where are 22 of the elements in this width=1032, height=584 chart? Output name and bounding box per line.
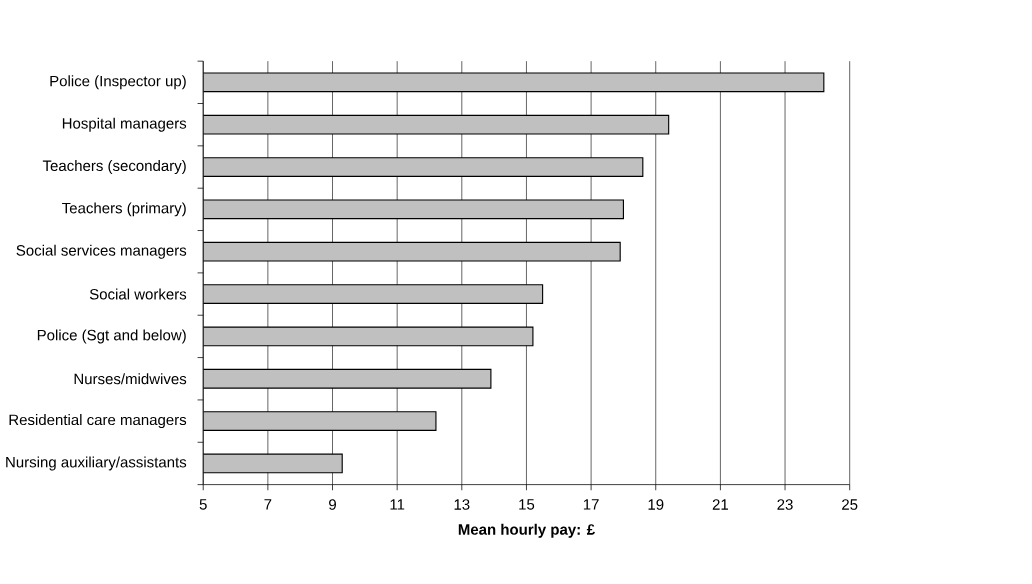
y-tick-label: Nursing auxiliary/assistants <box>6 456 187 471</box>
x-tick-label: 5 <box>199 499 207 510</box>
y-tick-label: Hospital managers <box>62 117 187 132</box>
x-tick-label: 7 <box>264 499 272 510</box>
y-tick-label: Nurses/midwives <box>74 373 187 385</box>
x-tick-label: 15 <box>519 499 535 510</box>
x-tick-label: 13 <box>454 499 470 510</box>
y-tick-label: Police (Sgt and below) <box>37 329 186 344</box>
y-tick-label: Social services managers <box>16 244 187 259</box>
x-tick-label: 19 <box>648 499 664 510</box>
y-tick-label: Police (Inspector up) <box>50 75 186 90</box>
x-tick-label: 25 <box>842 499 858 510</box>
y-tick-label: Residential care managers <box>9 413 187 428</box>
y-tick-label: Teachers (secondary) <box>42 159 186 174</box>
x-tick-label: 9 <box>329 499 336 510</box>
x-tick-label: 11 <box>390 499 405 510</box>
y-tick-label: Social workers <box>89 288 187 300</box>
x-tick-label: 21 <box>712 499 728 510</box>
x-tick-label: 17 <box>583 499 599 510</box>
x-tick-label: 23 <box>777 499 793 510</box>
x-axis-title: Mean hourly pay: £ <box>458 523 595 538</box>
y-tick-label: Teachers (primary) <box>62 202 186 217</box>
